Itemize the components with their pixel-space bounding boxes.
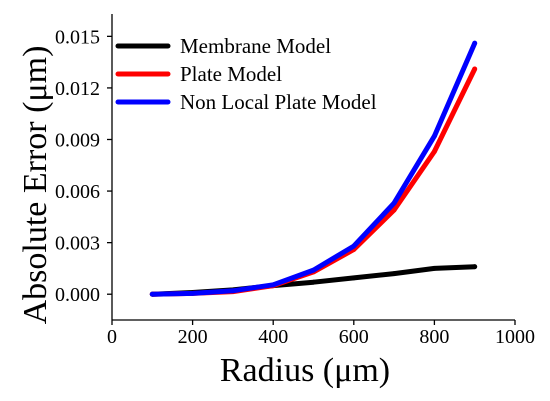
legend-label: Plate Model [180,62,282,86]
y-tick-label: 0.006 [55,181,100,203]
data-point-membrane-model [391,271,397,276]
x-tick-label: 1000 [495,326,535,348]
data-point-plate-model [391,207,397,213]
y-tick-label: 0.015 [55,26,100,48]
y-tick-label: 0.003 [55,233,100,255]
x-tick-label: 800 [419,326,449,348]
data-point-plate-model [432,149,437,154]
legend: Membrane Model Plate Model Non Local Plate… [115,34,377,114]
data-point-non-local-plate-model [270,282,276,288]
x-tick-label: 600 [339,326,369,348]
data-point-non-local-plate-model [472,40,478,46]
tick-labels: 0 200 400 600 800 1000 0.000 0.003 0.006 0.009 0.0… [55,26,535,348]
legend-label: Non Local Plate Model [180,90,377,114]
data-point-non-local-plate-model [351,243,357,249]
data-point-membrane-model [472,264,478,270]
legend-label: Membrane Model [180,34,331,58]
data-point-membrane-model [432,266,437,271]
data-point-membrane-model [351,275,357,281]
data-point-non-local-plate-model [230,288,236,294]
x-axis-title: Radius (μm) [220,352,390,389]
data-point-plate-model [472,66,478,72]
data-point-non-local-plate-model [432,133,437,139]
y-tick-label: 0.012 [55,78,100,100]
y-tick-label: 0.000 [55,284,100,306]
y-tick-label: 0.009 [55,129,100,151]
data-point-non-local-plate-model [149,291,155,297]
data-point-non-local-plate-model [190,291,196,296]
y-axis-title: Absolute Error (μm) [17,46,54,325]
plot-lines [149,40,478,297]
data-point-membrane-model [311,279,316,285]
axis-ticks [107,35,516,325]
data-point-non-local-plate-model [391,200,397,206]
x-tick-label: 0 [107,326,117,348]
x-tick-label: 400 [258,326,288,348]
data-point-non-local-plate-model [311,267,316,273]
x-tick-label: 200 [178,326,208,348]
